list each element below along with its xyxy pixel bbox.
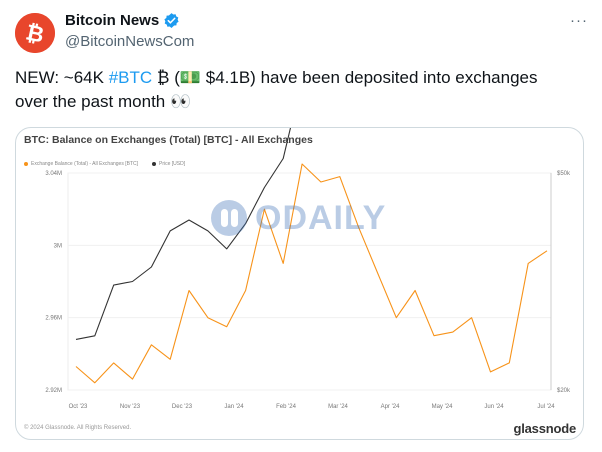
tweet-text-part1: NEW: ~64K (15, 68, 109, 87)
legend-label: Price [USD] (159, 161, 186, 167)
y-right-tick-label: $50k (557, 171, 571, 177)
hashtag-link[interactable]: #BTC (108, 68, 153, 87)
x-tick-label: Mar '24 (328, 404, 348, 410)
verified-badge-icon (164, 13, 179, 28)
x-tick-label: Apr '24 (381, 404, 400, 410)
watermark: ODAILY (209, 198, 386, 238)
y-left-tick-label: 3M (54, 243, 62, 249)
x-tick-label: Jun '24 (484, 404, 504, 410)
author-handle[interactable]: @BitcoinNewsCom (65, 33, 195, 50)
x-tick-label: Dec '23 (172, 404, 193, 410)
y-right-tick-label: $20k (557, 388, 571, 394)
y-left-tick-label: 2.96M (45, 316, 62, 322)
x-tick-label: Jul '24 (537, 404, 555, 410)
y-left-tick-label: 2.92M (45, 388, 62, 394)
legend-label: Exchange Balance (Total) - All Exchanges… (31, 161, 138, 167)
series-line-exchange-balance (75, 163, 548, 384)
legend-dot-dark (152, 162, 156, 166)
chart-legend: Exchange Balance (Total) - All Exchanges… (24, 161, 185, 167)
y-left-tick-label: 3.04M (45, 171, 62, 177)
x-tick-label: Feb '24 (276, 404, 296, 410)
more-options-icon[interactable]: ··· (570, 12, 588, 29)
author-display-name[interactable]: Bitcoin News (65, 12, 160, 29)
x-tick-label: Oct '23 (69, 404, 88, 410)
svg-text:₿: ₿ (23, 20, 46, 48)
author-name-row: Bitcoin News (65, 12, 180, 29)
odaily-logo-icon (211, 200, 247, 236)
glassnode-logo: glassnode (513, 421, 577, 436)
avatar[interactable]: ₿ (15, 13, 55, 53)
tweet-text-part2: ₿ (💵 $4.1B) have been deposited into exc… (15, 68, 538, 111)
chart-title: BTC: Balance on Exchanges (Total) [BTC] … (24, 134, 313, 146)
tweet-text: NEW: ~64K #BTC ₿ (💵 $4.1B) have been dep… (15, 66, 575, 114)
series-line-price (75, 128, 292, 340)
legend-item-price: Price [USD] (152, 161, 185, 167)
x-tick-label: Jan '24 (224, 404, 244, 410)
x-tick-label: May '24 (432, 404, 453, 410)
chart-image-card[interactable]: BTC: Balance on Exchanges (Total) [BTC] … (15, 127, 584, 440)
bitcoin-logo-icon: ₿ (15, 13, 55, 53)
copyright-text: © 2024 Glassnode. All Rights Reserved. (24, 425, 132, 431)
chart-plot: 3.04M 3M 2.96M 2.92M $50k $20k Oct '23 Nov '23 D… (45, 128, 571, 410)
legend-dot-orange (24, 162, 28, 166)
x-tick-label: Nov '23 (120, 404, 141, 410)
legend-item-exchange-balance: Exchange Balance (Total) - All Exchanges… (24, 161, 138, 167)
watermark-text: ODAILY (255, 198, 387, 237)
